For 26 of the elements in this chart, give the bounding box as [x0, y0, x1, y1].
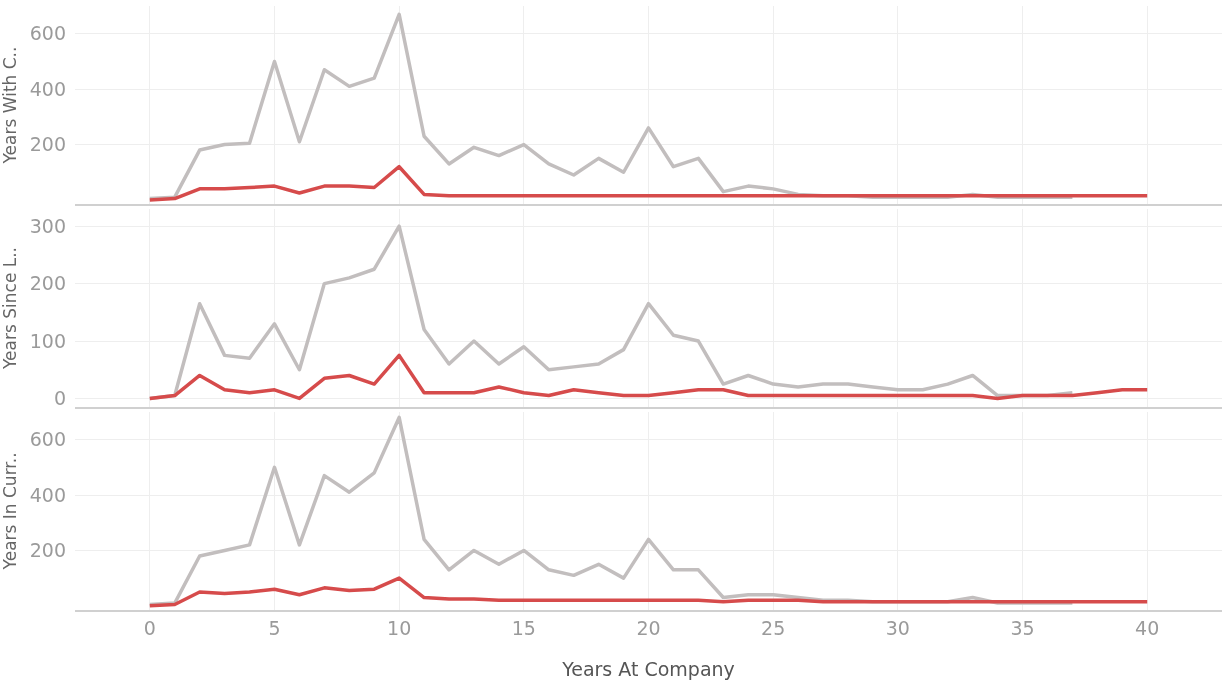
x-tick-label: 15 [511, 616, 536, 639]
x-tick-label: 30 [885, 616, 910, 639]
x-axis-title: Years At Company [561, 658, 735, 681]
y-tick-label: 600 [29, 428, 66, 451]
line-series [148, 353, 1149, 401]
y-tick-label: 600 [29, 22, 66, 45]
y-tick-label: 200 [29, 133, 66, 156]
y-tick-label: 100 [29, 329, 66, 352]
y-axis-title: Years With C.. [0, 46, 20, 165]
line-series [148, 576, 1149, 608]
y-axis-title: Years In Curr.. [0, 452, 20, 571]
y-tick-label: 0 [53, 387, 66, 410]
x-tick-label: 40 [1135, 616, 1160, 639]
y-tick-label: 200 [29, 272, 66, 295]
y-tick-label: 200 [29, 539, 66, 562]
y-tick-label: 300 [29, 214, 66, 237]
x-tick-label: 25 [761, 616, 786, 639]
x-tick-label: 20 [636, 616, 661, 639]
x-tick-label: 35 [1010, 616, 1035, 639]
y-axis-title: Years Since L.. [0, 246, 20, 371]
y-tick-label: 400 [29, 77, 66, 100]
x-tick-label: 5 [268, 616, 281, 639]
x-tick-label: 10 [387, 616, 412, 639]
line-series [148, 164, 1149, 202]
x-tick-label: 0 [143, 616, 156, 639]
y-tick-label: 400 [29, 483, 66, 506]
